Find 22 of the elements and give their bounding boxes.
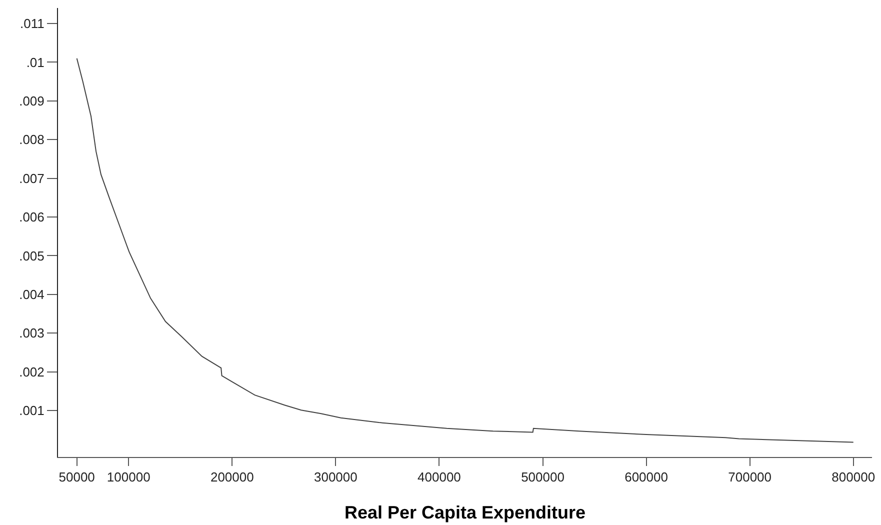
x-tick-label: 700000: [728, 470, 772, 485]
y-tick-label: .005: [19, 248, 44, 264]
y-tick-label: .004: [19, 286, 44, 302]
y-tick-label: .003: [19, 326, 44, 341]
y-tick-label: .01: [26, 54, 44, 70]
x-tick-label: 100000: [106, 470, 150, 485]
y-tick-label: .006: [19, 210, 44, 225]
x-tick-label: 300000: [314, 470, 358, 485]
x-tick-label: 600000: [624, 470, 668, 485]
line-series: [76, 58, 854, 443]
x-tick-label: 400000: [418, 470, 461, 485]
y-tick-label: .007: [19, 170, 44, 186]
y-tick-label: .009: [19, 93, 44, 108]
y-tick-label: .011: [20, 16, 44, 32]
x-tick-label: 50000: [58, 470, 95, 485]
x-tick-label: 200000: [210, 470, 254, 485]
x-tick-label: 800000: [832, 470, 876, 485]
y-tick-label: .008: [19, 132, 44, 148]
x-tick-label: 500000: [521, 470, 564, 485]
x-axis-title: Real Per Capita Expenditure: [344, 502, 586, 523]
y-tick-label: .002: [19, 364, 44, 380]
y-tick-label: .001: [19, 403, 44, 418]
